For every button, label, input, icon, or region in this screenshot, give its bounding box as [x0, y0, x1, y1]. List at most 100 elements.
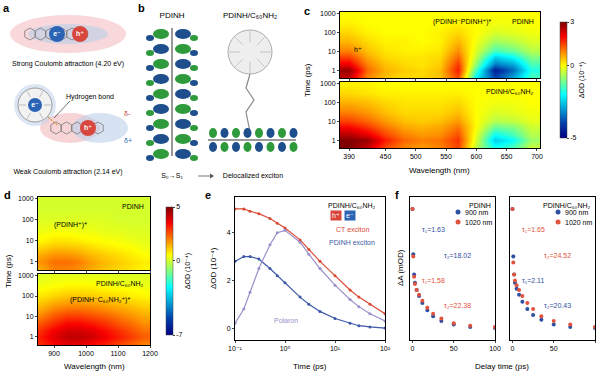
svg-text:PDINH: PDINH: [160, 11, 185, 20]
svg-text:900: 900: [48, 350, 60, 357]
svg-text:10: 10: [26, 313, 34, 320]
svg-text:650: 650: [501, 153, 513, 160]
svg-text:50: 50: [550, 345, 558, 352]
svg-text:900 nm: 900 nm: [465, 209, 489, 216]
svg-text:h⁺: h⁺: [84, 124, 92, 131]
svg-text:c: c: [304, 5, 310, 17]
svg-text:Strong Coulomb attraction (4.2: Strong Coulomb attraction (4.20 eV): [12, 60, 124, 68]
svg-text:100: 100: [489, 345, 501, 352]
svg-text:10: 10: [26, 237, 34, 244]
svg-text:10⁻¹: 10⁻¹: [228, 345, 242, 352]
svg-text:CT exciton: CT exciton: [336, 226, 369, 233]
svg-text:ΔOD (10⁻⁴): ΔOD (10⁻⁴): [578, 62, 586, 98]
svg-text:τ₁=1.58: τ₁=1.58: [422, 277, 445, 284]
svg-text:10: 10: [328, 118, 336, 125]
svg-text:PDINH/C₆₀NH₂: PDINH/C₆₀NH₂: [486, 88, 534, 95]
svg-text:390: 390: [343, 153, 355, 160]
svg-text:10: 10: [328, 48, 336, 55]
svg-text:S₀→S₁: S₀→S₁: [161, 172, 183, 179]
svg-text:f: f: [395, 189, 399, 201]
svg-text:Polaron: Polaron: [274, 317, 298, 324]
svg-text:ΔA (mOD): ΔA (mOD): [396, 249, 405, 286]
svg-text:τ₁=1.63: τ₁=1.63: [422, 226, 445, 233]
svg-text:Wavelength (nm): Wavelength (nm): [64, 362, 125, 371]
svg-text:h⁺: h⁺: [354, 46, 362, 53]
svg-text:e⁻: e⁻: [53, 30, 61, 37]
svg-text:900 nm: 900 nm: [565, 209, 589, 216]
svg-text:-5: -5: [570, 134, 576, 141]
svg-text:1000: 1000: [320, 10, 336, 17]
svg-text:δ-: δ-: [124, 110, 131, 117]
svg-text:PDINH/C₆₀NH₂: PDINH/C₆₀NH₂: [96, 280, 144, 287]
svg-text:PDINH: PDINH: [469, 202, 491, 209]
svg-text:10⁰: 10⁰: [280, 345, 291, 352]
svg-text:0: 0: [511, 345, 515, 352]
svg-text:Delay time (ps): Delay time (ps): [475, 362, 529, 371]
svg-text:(PDINH⁻C₆₀NH₂⁺)*: (PDINH⁻C₆₀NH₂⁺)*: [70, 296, 130, 304]
svg-text:0: 0: [176, 257, 180, 264]
svg-text:τ₂=18.02: τ₂=18.02: [444, 252, 471, 259]
svg-text:10²: 10²: [380, 345, 391, 352]
svg-text:450: 450: [380, 153, 392, 160]
svg-text:1000: 1000: [18, 272, 34, 279]
svg-text:4: 4: [227, 229, 231, 236]
svg-text:PDINH exciton: PDINH exciton: [329, 239, 375, 246]
svg-text:Weak Coulomb attraction (2.14: Weak Coulomb attraction (2.14 eV): [13, 168, 122, 176]
svg-text:τ₁=1.65: τ₁=1.65: [522, 226, 545, 233]
svg-text:100: 100: [22, 216, 34, 223]
svg-text:Wavelength (nm): Wavelength (nm): [409, 166, 470, 175]
svg-text:0: 0: [227, 325, 231, 332]
svg-text:Hydrogen bond: Hydrogen bond: [66, 93, 114, 101]
svg-text:10¹: 10¹: [330, 345, 341, 352]
svg-text:d: d: [4, 189, 11, 201]
svg-text:δ+: δ+: [124, 137, 132, 144]
svg-text:1100: 1100: [110, 350, 125, 357]
svg-text:e⁻: e⁻: [346, 212, 354, 219]
svg-text:1020 nm: 1020 nm: [565, 219, 592, 226]
svg-text:(PDINH⁺)*: (PDINH⁺)*: [54, 221, 87, 229]
svg-text:1000: 1000: [320, 80, 336, 87]
svg-text:2: 2: [227, 277, 231, 284]
svg-text:1: 1: [30, 258, 34, 265]
svg-text:3: 3: [570, 18, 574, 25]
svg-text:1: 1: [332, 67, 336, 74]
svg-text:0: 0: [411, 345, 415, 352]
svg-text:100: 100: [324, 29, 336, 36]
svg-text:Time (ps): Time (ps): [303, 63, 312, 97]
svg-text:Time (ps): Time (ps): [293, 362, 327, 371]
svg-text:700: 700: [531, 153, 543, 160]
svg-text:500: 500: [410, 153, 422, 160]
svg-text:PDINH: PDINH: [122, 203, 144, 210]
svg-text:100: 100: [22, 292, 34, 299]
svg-text:τ₂=22.38: τ₂=22.38: [444, 302, 471, 309]
svg-text:e: e: [205, 189, 211, 201]
svg-text:(PDINH⁻PDINH⁺)*: (PDINH⁻PDINH⁺)*: [433, 18, 492, 26]
svg-text:τ₁=2.11: τ₁=2.11: [522, 277, 544, 284]
svg-text:e⁻: e⁻: [31, 101, 39, 108]
svg-text:1: 1: [30, 333, 34, 340]
svg-text:PDINH/C₆₀NH₂: PDINH/C₆₀NH₂: [543, 202, 591, 209]
svg-text:1200: 1200: [142, 350, 158, 357]
svg-text:h⁺: h⁺: [332, 212, 340, 219]
svg-text:Time (ps): Time (ps): [4, 254, 13, 288]
svg-text:1: 1: [332, 137, 336, 144]
svg-text:550: 550: [440, 153, 452, 160]
svg-text:ΔOD (10⁻⁴): ΔOD (10⁻⁴): [184, 253, 192, 289]
svg-text:600: 600: [471, 153, 483, 160]
svg-text:PDINH/C₆₀NH₂: PDINH/C₆₀NH₂: [328, 202, 376, 209]
svg-text:ΔOD (10⁻⁴): ΔOD (10⁻⁴): [209, 247, 218, 289]
svg-text:1000: 1000: [78, 350, 94, 357]
svg-text:b: b: [138, 2, 145, 14]
svg-text:1000: 1000: [18, 195, 34, 202]
svg-text:100: 100: [324, 99, 336, 106]
svg-text:-7: -7: [176, 331, 182, 338]
svg-text:PDINH: PDINH: [512, 18, 534, 25]
svg-text:1020 nm: 1020 nm: [465, 219, 492, 226]
svg-text:h⁺: h⁺: [76, 30, 84, 37]
svg-text:5: 5: [176, 203, 180, 210]
svg-text:PDINH/C₆₀NH₂: PDINH/C₆₀NH₂: [223, 11, 277, 20]
svg-text:0: 0: [570, 62, 574, 69]
svg-text:Delocalized exciton: Delocalized exciton: [223, 172, 283, 179]
svg-text:a: a: [3, 2, 10, 14]
svg-text:τ₂=24.52: τ₂=24.52: [544, 252, 571, 259]
